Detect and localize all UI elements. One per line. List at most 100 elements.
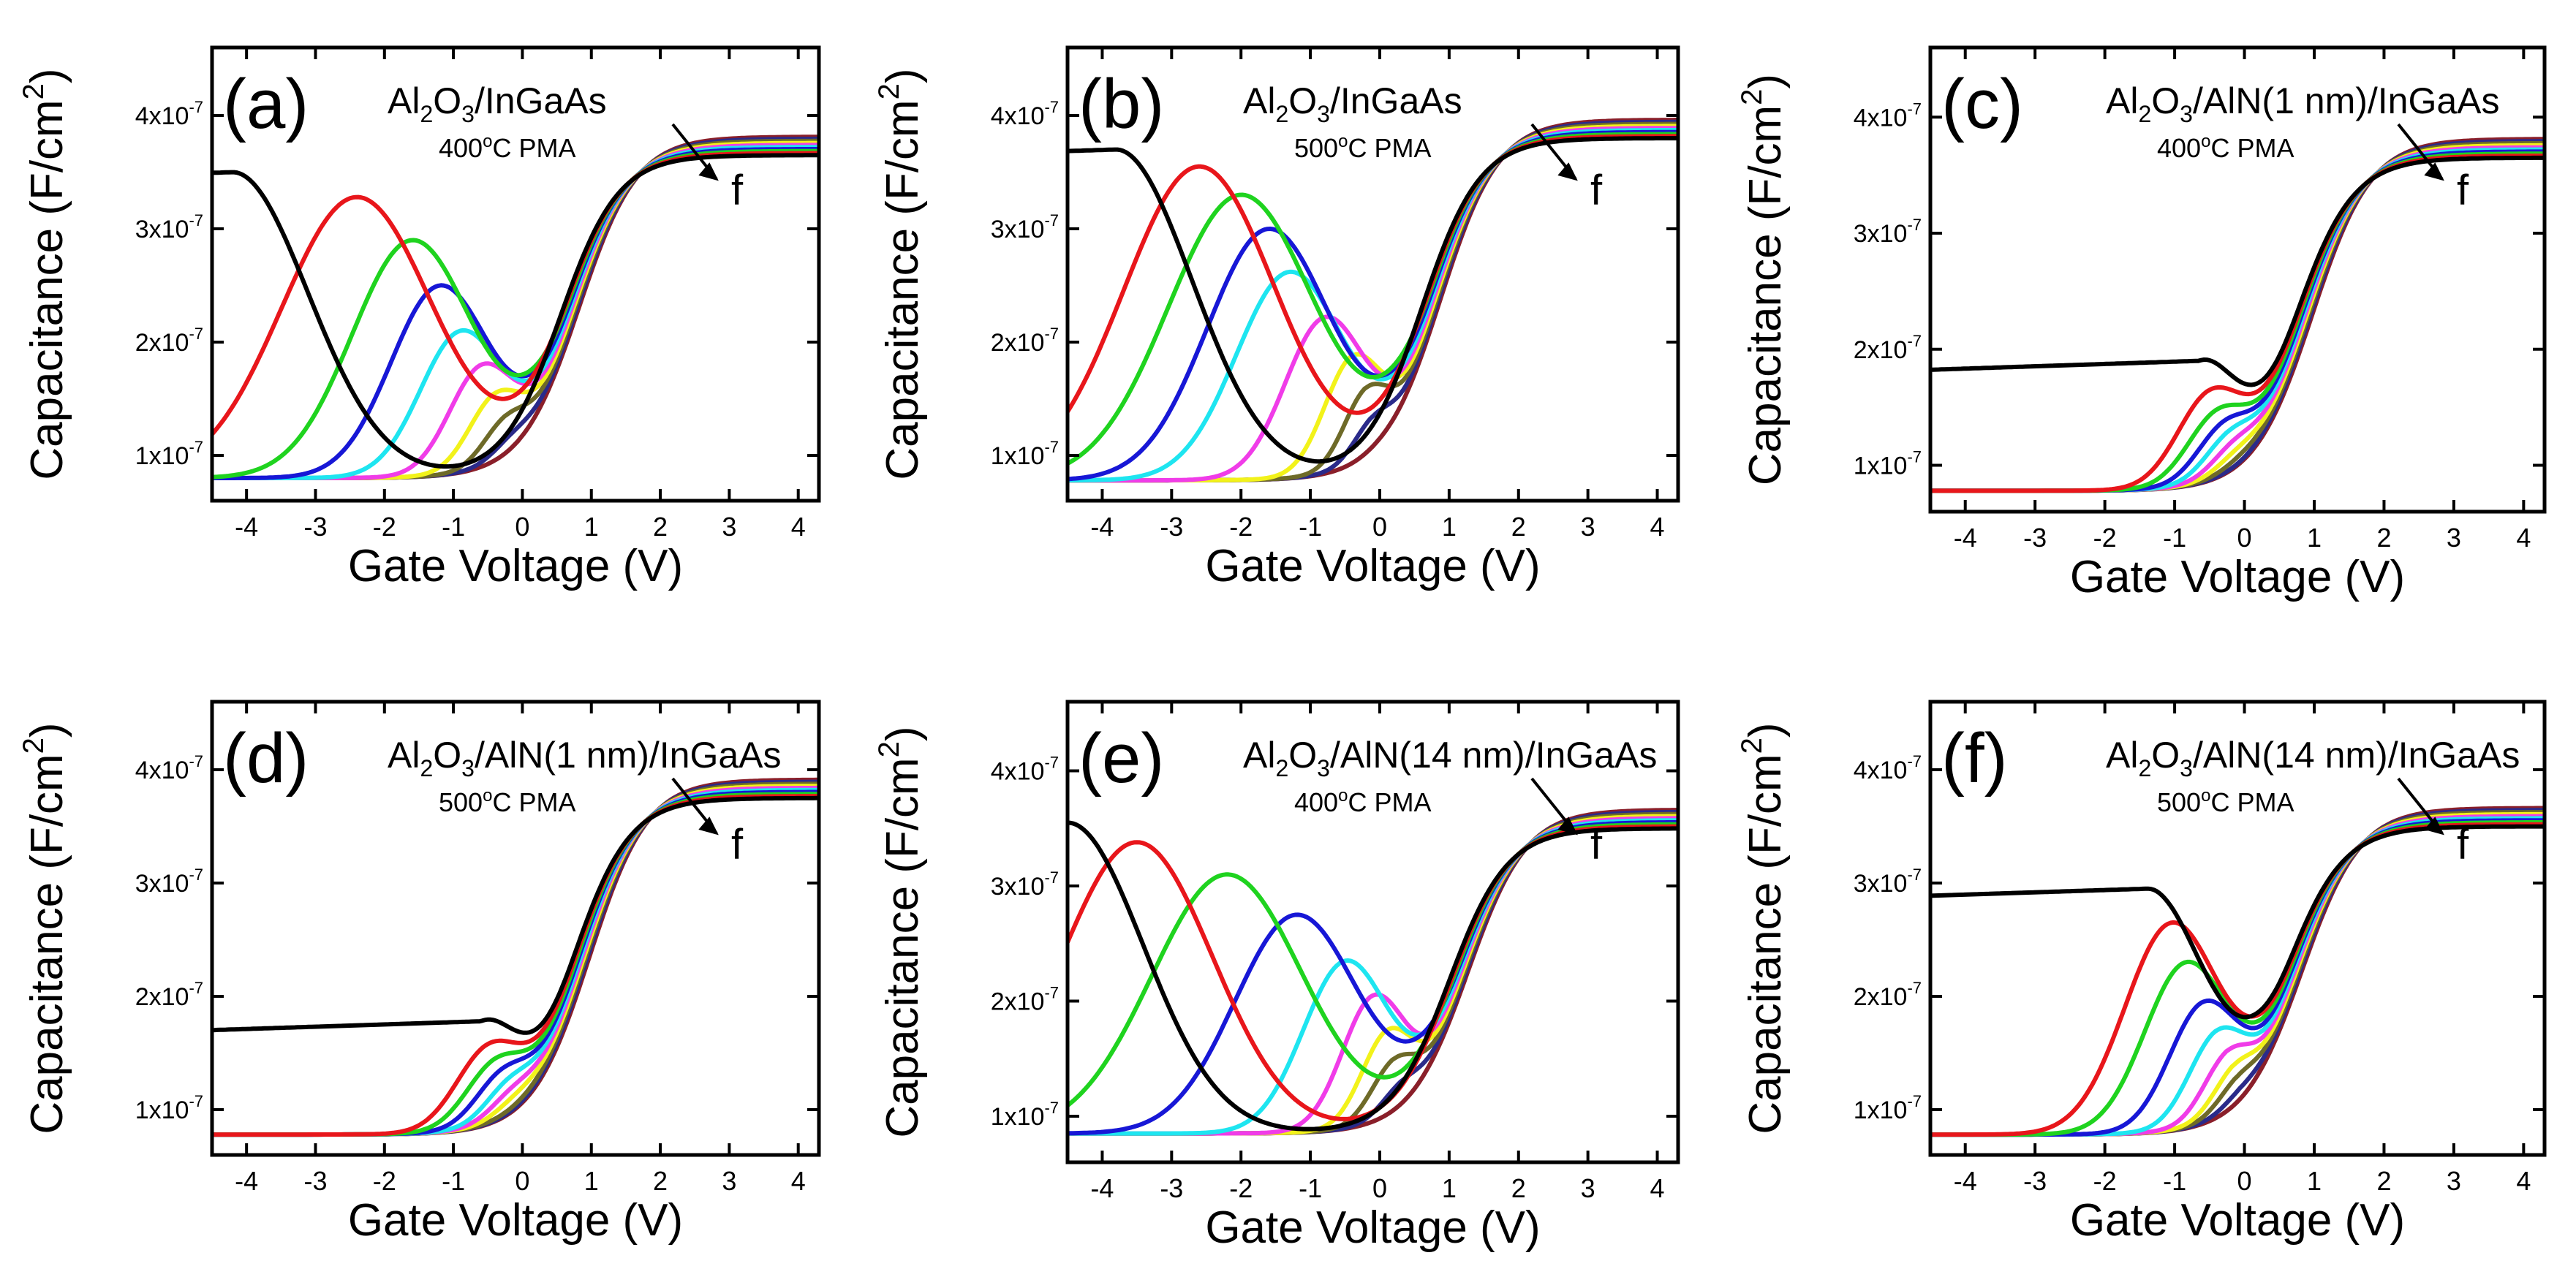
x-tick-label: 2 bbox=[1511, 512, 1526, 542]
panel-title: Al2O3/AlN(1 nm)/InGaAs bbox=[388, 735, 782, 781]
x-tick-label: 0 bbox=[515, 512, 529, 542]
x-tick-label: 0 bbox=[515, 1166, 529, 1196]
y-tick-label: 4x10-7 bbox=[135, 752, 203, 784]
series-line-10 bbox=[1930, 806, 2545, 1137]
y-tick-label: 1x10-7 bbox=[135, 438, 203, 470]
series-line-6 bbox=[1930, 145, 2545, 493]
x-tick-label: -1 bbox=[2163, 1166, 2186, 1196]
panel-title: Al2O3/AlN(1 nm)/InGaAs bbox=[2106, 80, 2500, 127]
y-tick-label: 1x10-7 bbox=[991, 438, 1059, 470]
x-tick-label: -3 bbox=[303, 512, 327, 542]
series-line-4 bbox=[1930, 149, 2545, 493]
series-line-1 bbox=[212, 153, 819, 469]
panel-title: Al2O3/AlN(14 nm)/InGaAs bbox=[2106, 735, 2520, 781]
x-tick-label: 4 bbox=[2516, 1166, 2531, 1196]
series-line-1 bbox=[1930, 155, 2545, 387]
frequency-arrow-head bbox=[1557, 817, 1578, 836]
frequency-label: f bbox=[1590, 821, 1603, 868]
y-tick-label: 2x10-7 bbox=[135, 325, 203, 357]
y-axis-label: Capacitance (F/cm2) bbox=[18, 68, 72, 480]
x-tick-label: -1 bbox=[2163, 523, 2186, 553]
series-line-4 bbox=[1930, 818, 2545, 1137]
series-line-1 bbox=[212, 795, 819, 1035]
x-tick-label: 0 bbox=[1372, 1173, 1387, 1203]
panel-subtitle: 400oC PMA bbox=[1294, 786, 1431, 817]
x-tick-label: 1 bbox=[1442, 512, 1457, 542]
series-line-8 bbox=[1930, 810, 2545, 1137]
panel-e: -4 -3 -2 -1 0 1 2 3 4 1x10-7 2x10-7 3x10-7 4x10-7 Gat… bbox=[873, 700, 1680, 1253]
frequency-label: f bbox=[2457, 821, 2469, 868]
panel-label: (d) bbox=[223, 719, 309, 798]
frequency-arrow-head bbox=[698, 817, 719, 836]
x-tick-label: -1 bbox=[1299, 1173, 1322, 1203]
panel-label: (b) bbox=[1079, 65, 1164, 143]
y-axis-label: Capacitance (F/cm2) bbox=[18, 722, 72, 1134]
y-tick-label: 2x10-7 bbox=[1854, 332, 1922, 364]
x-axis-label: Gate Voltage (V) bbox=[348, 541, 683, 591]
x-tick-label: 4 bbox=[1650, 512, 1665, 542]
y-axis-label: Capacitance (F/cm2) bbox=[1736, 74, 1791, 485]
x-tick-label: -2 bbox=[1229, 512, 1253, 542]
x-axis-label: Gate Voltage (V) bbox=[1205, 1202, 1540, 1253]
x-tick-label: 1 bbox=[584, 1166, 599, 1196]
x-tick-label: -2 bbox=[373, 1166, 396, 1196]
series-line-3 bbox=[1068, 822, 1678, 1107]
panel-label: (e) bbox=[1079, 719, 1164, 798]
frequency-label: f bbox=[1590, 167, 1603, 214]
x-tick-label: 0 bbox=[2237, 1166, 2252, 1196]
x-axis-label: Gate Voltage (V) bbox=[2070, 552, 2405, 602]
x-tick-label: -2 bbox=[2093, 523, 2117, 553]
series-group bbox=[1068, 118, 1678, 483]
x-tick-label: 1 bbox=[2307, 1166, 2322, 1196]
x-tick-label: 1 bbox=[584, 512, 599, 542]
x-tick-label: 4 bbox=[2516, 523, 2531, 553]
series-group bbox=[1068, 808, 1678, 1136]
y-tick-label: 1x10-7 bbox=[991, 1099, 1059, 1131]
x-tick-label: 3 bbox=[722, 512, 736, 542]
series-group bbox=[1930, 137, 2545, 493]
series-line-8 bbox=[1068, 811, 1678, 1136]
x-tick-label: -2 bbox=[1229, 1173, 1253, 1203]
x-tick-label: 0 bbox=[2237, 523, 2252, 553]
panel-subtitle: 400oC PMA bbox=[2157, 132, 2294, 163]
x-axis-label: Gate Voltage (V) bbox=[2070, 1195, 2405, 1246]
y-tick-label: 4x10-7 bbox=[1854, 99, 1922, 132]
x-tick-label: -1 bbox=[442, 1166, 465, 1196]
y-tick-label: 4x10-7 bbox=[991, 754, 1059, 786]
x-tick-label: -4 bbox=[235, 1166, 258, 1196]
series-line-1 bbox=[1068, 820, 1678, 1132]
x-tick-label: 2 bbox=[653, 512, 668, 542]
series-group bbox=[1930, 806, 2545, 1137]
y-tick-label: 3x10-7 bbox=[1854, 865, 1922, 898]
series-group bbox=[212, 777, 819, 1137]
y-tick-label: 3x10-7 bbox=[1854, 216, 1922, 248]
panel-subtitle: 500oC PMA bbox=[439, 786, 575, 817]
x-tick-label: -1 bbox=[1299, 512, 1322, 542]
x-tick-label: 3 bbox=[1581, 1173, 1595, 1203]
x-tick-label: -3 bbox=[2023, 523, 2047, 553]
x-tick-label: 2 bbox=[2376, 1166, 2391, 1196]
x-tick-label: 4 bbox=[791, 512, 806, 542]
y-tick-label: 2x10-7 bbox=[1854, 979, 1922, 1011]
x-tick-label: -4 bbox=[1090, 512, 1114, 542]
x-tick-label: 3 bbox=[1581, 512, 1595, 542]
series-line-6 bbox=[1930, 814, 2545, 1137]
y-tick-label: 1x10-7 bbox=[1854, 448, 1922, 480]
y-tick-label: 4x10-7 bbox=[991, 98, 1059, 130]
panel-title: Al2O3/InGaAs bbox=[388, 80, 607, 127]
y-tick-label: 3x10-7 bbox=[991, 211, 1059, 243]
panel-a: -4 -3 -2 -1 0 1 2 3 4 1x10-7 2x10-7 3x10-7 4x10-7 Gat… bbox=[18, 45, 821, 591]
frequency-arrow-head bbox=[698, 162, 719, 181]
x-axis-label: Gate Voltage (V) bbox=[348, 1195, 683, 1246]
y-axis-label: Capacitance (F/cm2) bbox=[1736, 722, 1791, 1134]
frequency-arrow-head bbox=[2424, 817, 2444, 836]
panel-title: Al2O3/AlN(14 nm)/InGaAs bbox=[1243, 735, 1657, 781]
x-tick-label: 3 bbox=[2447, 523, 2461, 553]
x-tick-label: 3 bbox=[722, 1166, 736, 1196]
y-axis-label: Capacitance (F/cm2) bbox=[873, 726, 928, 1137]
series-line-1 bbox=[1068, 136, 1678, 464]
series-line-9 bbox=[212, 137, 819, 480]
series-line-3 bbox=[1930, 151, 2545, 493]
x-tick-label: -4 bbox=[1090, 1173, 1114, 1203]
series-line-5 bbox=[1930, 816, 2545, 1137]
